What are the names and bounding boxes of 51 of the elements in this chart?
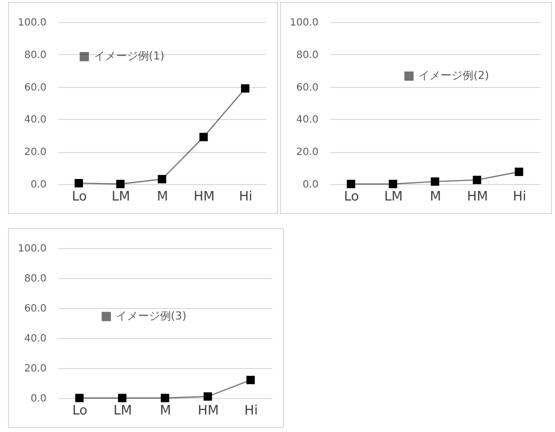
legend-label: イメージ例(1) (94, 50, 164, 63)
point (204, 392, 212, 401)
legend-label: イメージ例(2) (418, 69, 490, 82)
point (74, 179, 83, 188)
x-tick-label: Hi (239, 190, 252, 204)
y-tick-label: 60.0 (24, 82, 46, 94)
x-tick-label: Lo (344, 190, 360, 204)
y-tick-label: 20.0 (24, 147, 46, 158)
y-tick-label: 80.0 (24, 274, 46, 284)
point (199, 132, 208, 142)
y-tick-label: 20.0 (296, 147, 318, 158)
x-tick-label: HM (198, 404, 219, 418)
legend-label: イメージ例(3) (116, 310, 186, 322)
y-tick-label: 100.0 (18, 18, 46, 28)
point (514, 168, 524, 176)
y-tick-label: 60.0 (296, 82, 318, 94)
x-tick-label: HM (467, 190, 488, 204)
point (246, 376, 255, 384)
x-tick-label: Lo (72, 190, 87, 204)
point (75, 394, 84, 402)
y-tick-label: 60.0 (24, 304, 46, 314)
point (472, 176, 482, 184)
point (116, 180, 125, 188)
x-tick-label: LM (113, 404, 132, 418)
y-tick-label: 40.0 (24, 114, 46, 126)
y-tick-label: 80.0 (296, 50, 318, 61)
x-tick-label: HM (194, 190, 215, 204)
x-tick-label: LM (384, 190, 403, 204)
y-tick-label: 0.0 (302, 180, 318, 190)
x-tick-label: M (160, 404, 172, 418)
x-tick-label: Hi (512, 190, 526, 204)
y-tick-label: 100.0 (290, 18, 318, 28)
point (346, 180, 356, 188)
y-tick-label: 20.0 (24, 364, 46, 374)
point (388, 180, 398, 188)
point (118, 394, 126, 402)
point (241, 84, 250, 93)
y-tick-label: 80.0 (24, 50, 46, 61)
point (160, 394, 170, 402)
y-tick-label: 0.0 (30, 394, 46, 404)
y-tick-label: 100.0 (18, 244, 46, 254)
y-tick-label: 40.0 (296, 114, 318, 126)
x-tick-label: M (430, 190, 442, 204)
point (430, 177, 440, 186)
y-tick-label: 40.0 (24, 334, 46, 344)
x-tick-label: M (156, 190, 168, 204)
point (158, 174, 166, 184)
x-tick-label: Hi (244, 404, 258, 418)
x-tick-label: Lo (72, 404, 88, 418)
x-tick-label: LM (112, 190, 130, 204)
y-tick-label: 0.0 (30, 180, 46, 190)
